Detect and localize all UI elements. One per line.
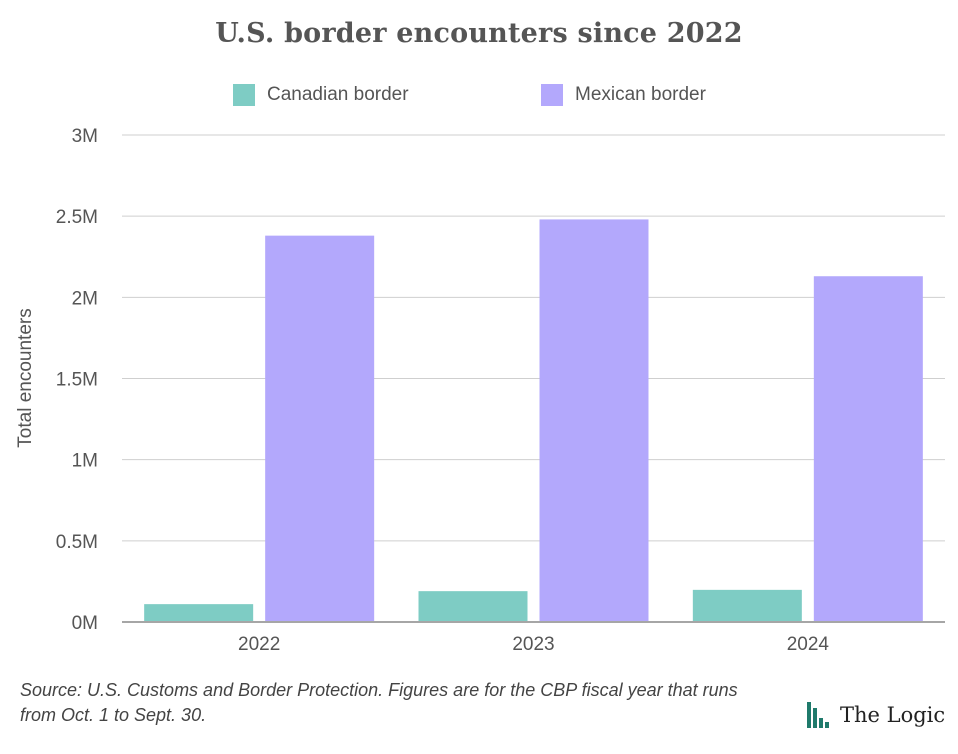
y-tick-label: 0M: [72, 613, 98, 634]
logo-text: The Logic: [840, 703, 946, 727]
bar-logo-icon: [807, 702, 829, 728]
legend-swatch-mexican: [541, 84, 563, 106]
y-axis-label: Total encounters: [15, 308, 36, 447]
legend-label-mexican: Mexican border: [575, 84, 706, 105]
bar-mexican-2022: [265, 235, 375, 621]
bar-chart: 0M 0.5M 1M 1.5M 2M 2.5M 3M Total encounters 2022…: [15, 126, 945, 655]
y-tick-label: 2M: [72, 288, 98, 309]
x-tick-label: 2023: [512, 634, 554, 655]
y-tick-label: 1M: [72, 451, 98, 472]
bar-canadian-2023: [418, 591, 528, 621]
legend-swatch-canadian: [233, 84, 255, 106]
y-tick-label: 2.5M: [56, 207, 98, 228]
chart-title: U.S. border encounters since 2022: [215, 18, 743, 49]
x-tick-label: 2022: [238, 634, 280, 655]
bar-mexican-2024: [813, 276, 923, 621]
bar-mexican-2023: [539, 219, 649, 621]
source-note: Source: U.S. Customs and Border Protecti…: [20, 680, 738, 725]
y-tick-label: 1.5M: [56, 370, 98, 391]
legend-item-mexican: Mexican border: [541, 84, 706, 106]
legend: Canadian border Mexican border: [0, 84, 958, 110]
x-tick-label: 2024: [787, 634, 830, 655]
bar-canadian-2024: [692, 589, 802, 621]
logo: The Logic: [806, 702, 945, 728]
bar-canadian-2022: [144, 604, 254, 621]
legend-label-canadian: Canadian border: [267, 84, 409, 105]
legend-item-canadian: Canadian border: [233, 84, 409, 106]
y-tick-label: 3M: [72, 126, 98, 147]
y-tick-label: 0.5M: [56, 532, 98, 553]
